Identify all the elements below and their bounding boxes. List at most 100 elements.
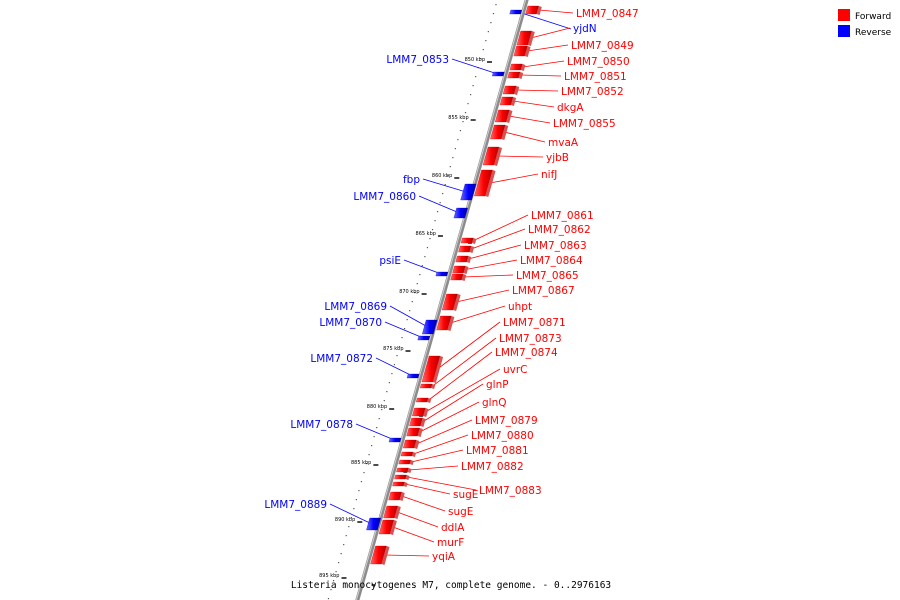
reverse-gene-label[interactable]: LMM7_0872 [310,353,373,365]
forward-gene-label[interactable]: glnQ [482,397,507,409]
forward-gene-label[interactable]: LMM7_0880 [471,430,534,442]
forward-gene-label[interactable]: LMM7_0864 [520,255,583,267]
reverse-leader-line [375,357,413,377]
tick-label: 885 kbp [351,460,371,466]
forward-gene-arrow[interactable] [409,417,423,427]
forward-gene-label[interactable]: LMM7_0881 [466,445,529,457]
forward-gene-arrow[interactable] [394,474,407,480]
forward-gene-arrow[interactable] [406,427,421,437]
scale-dot [442,193,444,195]
forward-gene-arrow[interactable] [525,5,540,15]
forward-gene-arrow-shade [432,356,444,383]
forward-gene-arrow[interactable] [388,491,402,501]
forward-leader-line [527,44,569,52]
forward-gene-label[interactable]: sugE [448,506,473,518]
forward-leader-line [520,74,562,77]
forward-gene-label[interactable]: LMM7_0852 [561,86,624,98]
forward-gene-arrow[interactable] [452,265,466,274]
forward-gene-arrow[interactable] [398,459,411,465]
reverse-gene-label[interactable]: psiE [379,255,401,267]
forward-gene-label[interactable]: yjdN [573,23,597,35]
forward-gene-label[interactable]: LMM7_0863 [524,240,587,252]
reverse-gene-arrow[interactable] [406,373,420,379]
forward-gene-label[interactable]: nifJ [541,169,557,181]
reverse-gene-arrow[interactable] [453,207,468,219]
forward-gene-arrow[interactable] [412,407,426,417]
scale-dot [332,580,335,582]
forward-leader-line [422,383,484,423]
forward-gene-label[interactable]: LMM7_0851 [564,71,627,83]
forward-gene-label[interactable]: LMM7_0861 [531,210,594,222]
forward-gene-label[interactable]: uvrC [503,364,528,376]
forward-gene-label[interactable]: yjbB [546,152,569,164]
reverse-gene-label[interactable]: LMM7_0860 [353,191,416,203]
forward-gene-arrow[interactable] [460,237,474,244]
forward-gene-arrow[interactable] [392,481,405,487]
forward-gene-arrow[interactable] [396,467,409,473]
forward-gene-arrow-shade [423,408,429,417]
reverse-gene-arrow[interactable] [417,335,431,341]
forward-gene-label[interactable]: murF [437,537,464,549]
forward-leader-line [508,115,551,124]
reverse-gene-label[interactable]: LMM7_0869 [324,301,387,313]
reverse-gene-arrow[interactable] [388,437,402,443]
forward-gene-arrow-shade [381,546,390,565]
reverse-gene-label[interactable]: fbp [403,174,420,186]
reverse-gene-arrow[interactable] [460,183,477,201]
reverse-gene-arrow[interactable] [435,271,449,277]
tick-label: 875 kbp [383,346,403,352]
reverse-gene-arrow[interactable] [509,9,522,15]
reverse-gene-arrow[interactable] [366,517,381,531]
scale-dot [436,211,439,213]
forward-gene-label[interactable]: LMM7_0865 [516,270,579,282]
reverse-gene-label[interactable]: LMM7_0870 [319,317,382,329]
forward-gene-label[interactable]: LMM7_0873 [499,333,562,345]
forward-gene-arrow[interactable] [499,96,514,106]
tick-label: 895 kbp [319,573,339,579]
forward-gene-label[interactable]: LMM7_0850 [567,56,630,68]
forward-gene-label[interactable]: mvaA [548,137,579,149]
forward-gene-arrow-shade [431,384,436,389]
forward-gene-arrow[interactable] [509,63,523,71]
forward-gene-label[interactable]: LMM7_0883 [479,485,542,497]
forward-gene-arrow[interactable] [458,245,472,253]
forward-leader-line [419,401,480,433]
forward-gene-label[interactable]: LMM7_0862 [528,224,591,236]
forward-gene-arrow[interactable] [450,273,464,281]
forward-gene-label[interactable]: sugE [453,489,478,501]
forward-gene-arrow-shade [510,97,517,106]
scale-dot [327,598,330,600]
scale-dot [447,175,449,177]
forward-gene-arrow-shade [471,238,477,244]
forward-gene-label[interactable]: glnP [486,379,509,391]
forward-gene-label[interactable]: LMM7_0871 [503,317,566,329]
forward-leader-line [497,155,544,158]
forward-gene-label[interactable]: LMM7_0879 [475,415,538,427]
scale-dot [365,463,368,465]
forward-gene-label[interactable]: LMM7_0882 [461,461,524,473]
forward-gene-arrow[interactable] [402,439,417,449]
legend-label-forward: Forward [855,12,891,22]
forward-gene-label[interactable]: LMM7_0849 [571,40,634,52]
forward-gene-label[interactable]: uhpt [508,301,532,313]
reverse-gene-arrow[interactable] [491,71,505,77]
forward-gene-label[interactable]: yqiA [432,551,456,563]
forward-gene-label[interactable]: LMM7_0867 [512,285,575,297]
forward-gene-arrow[interactable] [400,451,414,457]
genome-axis-highlight [355,0,527,600]
forward-gene-label[interactable]: LMM7_0855 [553,118,616,130]
forward-gene-arrow[interactable] [455,255,469,263]
reverse-gene-label[interactable]: LMM7_0853 [386,54,449,66]
forward-gene-label[interactable]: dkgA [557,102,584,114]
forward-gene-arrow[interactable] [507,71,521,79]
forward-gene-arrow[interactable] [502,85,517,95]
reverse-gene-arrow[interactable] [422,319,438,335]
forward-gene-arrow[interactable] [419,383,433,389]
forward-gene-label[interactable]: LMM7_0874 [495,347,558,359]
forward-gene-arrow[interactable] [415,397,429,403]
reverse-gene-label[interactable]: LMM7_0889 [264,499,327,511]
reverse-gene-label[interactable]: LMM7_0878 [290,419,353,431]
forward-gene-label[interactable]: LMM7_0847 [576,8,639,20]
forward-leader-line [465,259,518,270]
forward-gene-label[interactable]: ddlA [441,522,465,534]
